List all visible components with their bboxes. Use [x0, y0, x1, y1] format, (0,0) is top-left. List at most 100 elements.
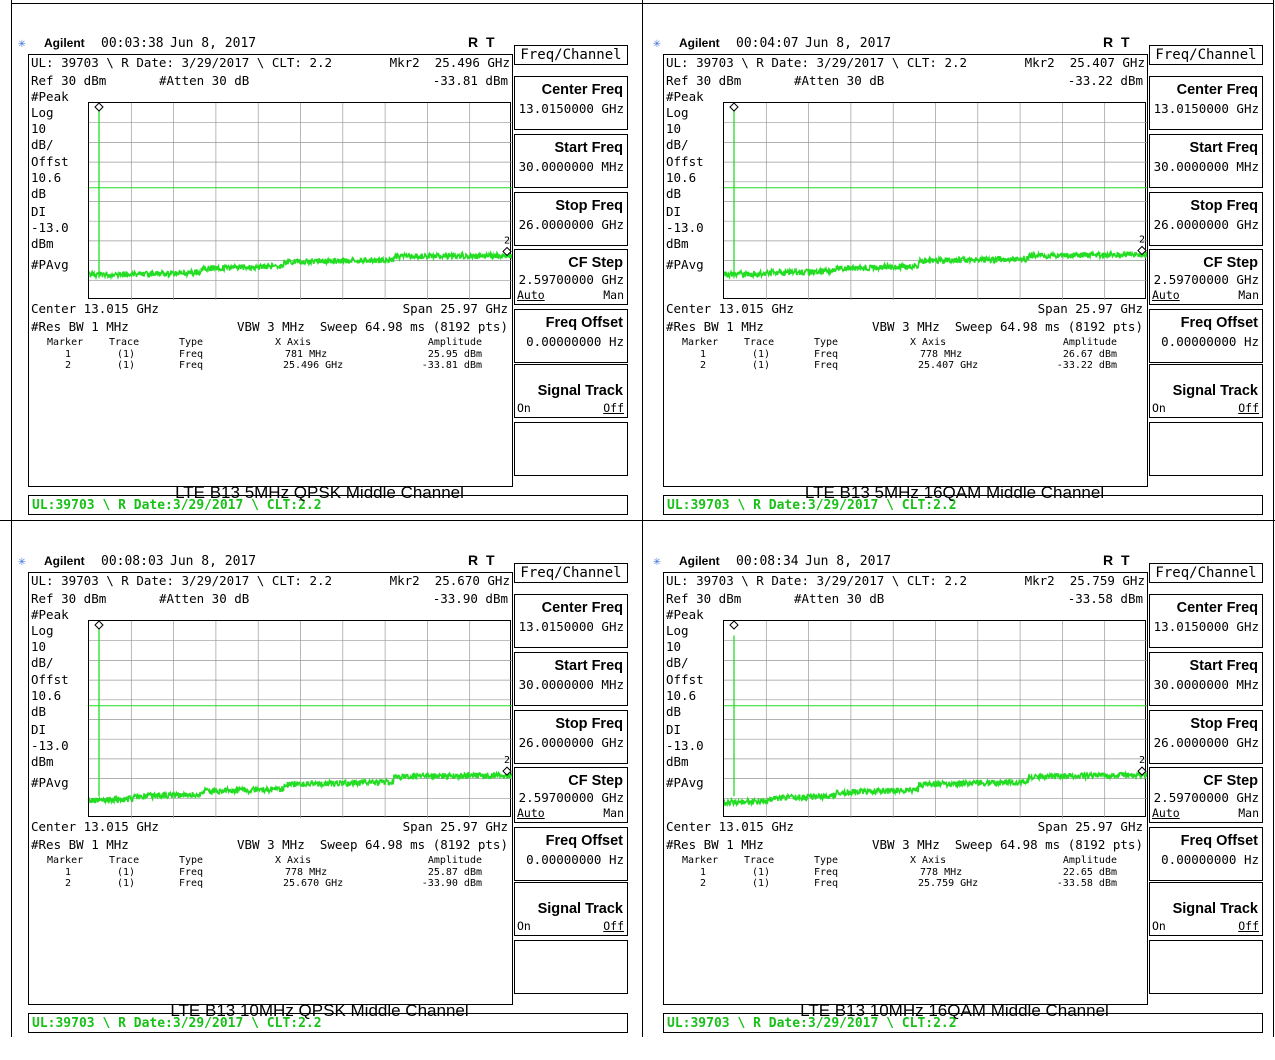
- menu-title[interactable]: Freq/Channel: [514, 563, 628, 583]
- softkey-center-freq[interactable]: Center Freq 13.0150000 GHz: [1149, 594, 1263, 648]
- softkey-value: 30.0000000 MHz: [1153, 159, 1259, 174]
- softkey-on: On: [1152, 919, 1166, 933]
- sweep-time: Sweep 64.98 ms (8192 pts): [954, 837, 1143, 852]
- spectrum-svg: 2: [724, 103, 1147, 300]
- softkey-value: 30.0000000 MHz: [518, 159, 624, 174]
- softkey-blank[interactable]: [514, 422, 628, 476]
- spectrum-plot: 2: [88, 102, 512, 300]
- marker-table-header: Marker: [47, 855, 84, 866]
- info-line: UL: 39703 \ R Date: 3/29/2017 \ CLT: 2.2: [666, 573, 968, 588]
- analyzer-header: ✳ Agilent 00:08:03 Jun 8, 2017 R T: [12, 550, 512, 572]
- softkey-start-freq[interactable]: Start Freq 30.0000000 MHz: [1149, 134, 1263, 188]
- softkey-blank[interactable]: [1149, 940, 1263, 994]
- analyzer-screen: UL: 39703 \ R Date: 3/29/2017 \ CLT: 2.2…: [663, 572, 1148, 1005]
- scale-label: 10: [31, 121, 47, 136]
- menu-title[interactable]: Freq/Channel: [514, 45, 628, 65]
- softkey-start-freq[interactable]: Start Freq 30.0000000 MHz: [514, 134, 628, 188]
- softkey-center-freq[interactable]: Center Freq 13.0150000 GHz: [514, 76, 628, 130]
- marker-table-cell: 2: [65, 878, 72, 889]
- resolution-bandwidth: #Res BW 1 MHz: [31, 837, 129, 852]
- menu-title[interactable]: Freq/Channel: [1149, 563, 1263, 583]
- softkey-stop-freq[interactable]: Stop Freq 26.0000000 GHz: [1149, 710, 1263, 764]
- softkey-label: Start Freq: [554, 140, 624, 156]
- marker-table-cell: 778 MHz: [285, 867, 328, 878]
- softkey-label: Center Freq: [541, 82, 623, 98]
- softkey-signal-track[interactable]: Signal Track On Off: [1149, 364, 1263, 418]
- softkey-freq-offset[interactable]: Freq Offset 0.00000000 Hz: [514, 309, 628, 363]
- marker-amplitude: -33.81 dBm: [432, 73, 508, 88]
- agilent-logo-icon: ✳: [18, 554, 26, 569]
- marker-table-cell: Freq: [814, 349, 839, 360]
- softkey-value: 30.0000000 MHz: [1153, 677, 1259, 692]
- softkey-blank[interactable]: [1149, 422, 1263, 476]
- softkey-freq-offset[interactable]: Freq Offset 0.00000000 Hz: [1149, 309, 1263, 363]
- softkey-signal-track[interactable]: Signal Track On Off: [514, 882, 628, 936]
- softkey-value: 2.59700000 GHz: [1153, 790, 1259, 805]
- softkey-signal-track[interactable]: Signal Track On Off: [1149, 882, 1263, 936]
- softkey-stop-freq[interactable]: Stop Freq 26.0000000 GHz: [1149, 192, 1263, 246]
- marker-table-cell: Freq: [179, 360, 204, 371]
- agilent-logo-icon: ✳: [18, 36, 26, 51]
- softkey-cf-step[interactable]: CF Step 2.59700000 GHz Auto Man: [1149, 767, 1263, 823]
- marker-table-header: Type: [814, 855, 839, 866]
- scale-label: -13.0: [666, 738, 704, 753]
- softkey-start-freq[interactable]: Start Freq 30.0000000 MHz: [514, 652, 628, 706]
- scale-label: Log: [666, 105, 689, 120]
- softkey-off: Off: [603, 919, 624, 933]
- softkey-cf-step[interactable]: CF Step 2.59700000 GHz Auto Man: [514, 249, 628, 305]
- scale-label: Offst: [31, 672, 69, 687]
- scale-label: #Peak: [31, 89, 69, 104]
- scale-label: -13.0: [666, 220, 704, 235]
- softkey-cf-step[interactable]: CF Step 2.59700000 GHz Auto Man: [1149, 249, 1263, 305]
- softkey-value: 30.0000000 MHz: [518, 677, 624, 692]
- softkey-stop-freq[interactable]: Stop Freq 26.0000000 GHz: [514, 710, 628, 764]
- clock-time: 00:08:03: [101, 554, 164, 569]
- scale-label: -13.0: [31, 220, 69, 235]
- sweep-time: Sweep 64.98 ms (8192 pts): [954, 319, 1143, 334]
- attenuation: #Atten 30 dB: [159, 73, 250, 88]
- status-bar: UL:39703 \ R Date:3/29/2017 \ CLT:2.2: [28, 1013, 628, 1033]
- marker-table-header: Trace: [744, 855, 775, 866]
- brand-name: Agilent: [679, 554, 720, 568]
- frame-middle-divider: [0, 520, 1275, 521]
- center-frequency: Center 13.015 GHz: [31, 819, 159, 834]
- marker-2-label: 2: [504, 755, 510, 766]
- softkey-signal-track[interactable]: Signal Track On Off: [514, 364, 628, 418]
- marker-table-header: Marker: [682, 855, 719, 866]
- spectrum-plot: 2: [723, 102, 1147, 300]
- span: Span 25.97 GHz: [1037, 301, 1143, 316]
- marker-table-cell: (1): [752, 360, 771, 371]
- marker-table-cell: 1: [65, 867, 72, 878]
- softkey-stop-freq[interactable]: Stop Freq 26.0000000 GHz: [514, 192, 628, 246]
- panel-caption: LTE B13 5MHz 16QAM Middle Channel: [804, 483, 1105, 502]
- marker-table-cell: 25.87 dBm: [427, 867, 482, 878]
- softkey-value: 0.00000000 Hz: [1161, 334, 1259, 349]
- softkey-blank[interactable]: [514, 940, 628, 994]
- softkey-auto: Auto: [517, 806, 545, 820]
- info-line: UL: 39703 \ R Date: 3/29/2017 \ CLT: 2.2: [31, 55, 333, 70]
- scale-label: DI: [666, 204, 682, 219]
- menu-title[interactable]: Freq/Channel: [1149, 45, 1263, 65]
- softkey-freq-offset[interactable]: Freq Offset 0.00000000 Hz: [514, 827, 628, 881]
- marker-1-diamond: [94, 103, 104, 112]
- marker-table-cell: -33.58 dBm: [1056, 878, 1117, 889]
- softkey-off: Off: [1238, 401, 1259, 415]
- softkey-label: Signal Track: [537, 383, 623, 399]
- marker-2-diamond: [502, 766, 512, 776]
- scale-label: DI: [666, 722, 682, 737]
- softkey-cf-step[interactable]: CF Step 2.59700000 GHz Auto Man: [514, 767, 628, 823]
- softkey-start-freq[interactable]: Start Freq 30.0000000 MHz: [1149, 652, 1263, 706]
- agilent-logo-icon: ✳: [653, 36, 661, 51]
- softkey-freq-offset[interactable]: Freq Offset 0.00000000 Hz: [1149, 827, 1263, 881]
- softkey-label: Center Freq: [541, 600, 623, 616]
- softkey-center-freq[interactable]: Center Freq 13.0150000 GHz: [514, 594, 628, 648]
- scale-label: 10.6: [31, 688, 62, 703]
- softkey-label: Freq Offset: [545, 833, 623, 849]
- marker-table-header: Amplitude: [1062, 855, 1117, 866]
- scale-label: Offst: [31, 154, 69, 169]
- softkey-off: Off: [603, 401, 624, 415]
- softkey-label: Center Freq: [1176, 600, 1258, 616]
- softkey-center-freq[interactable]: Center Freq 13.0150000 GHz: [1149, 76, 1263, 130]
- center-frequency: Center 13.015 GHz: [666, 301, 794, 316]
- softkey-label: Start Freq: [554, 658, 624, 674]
